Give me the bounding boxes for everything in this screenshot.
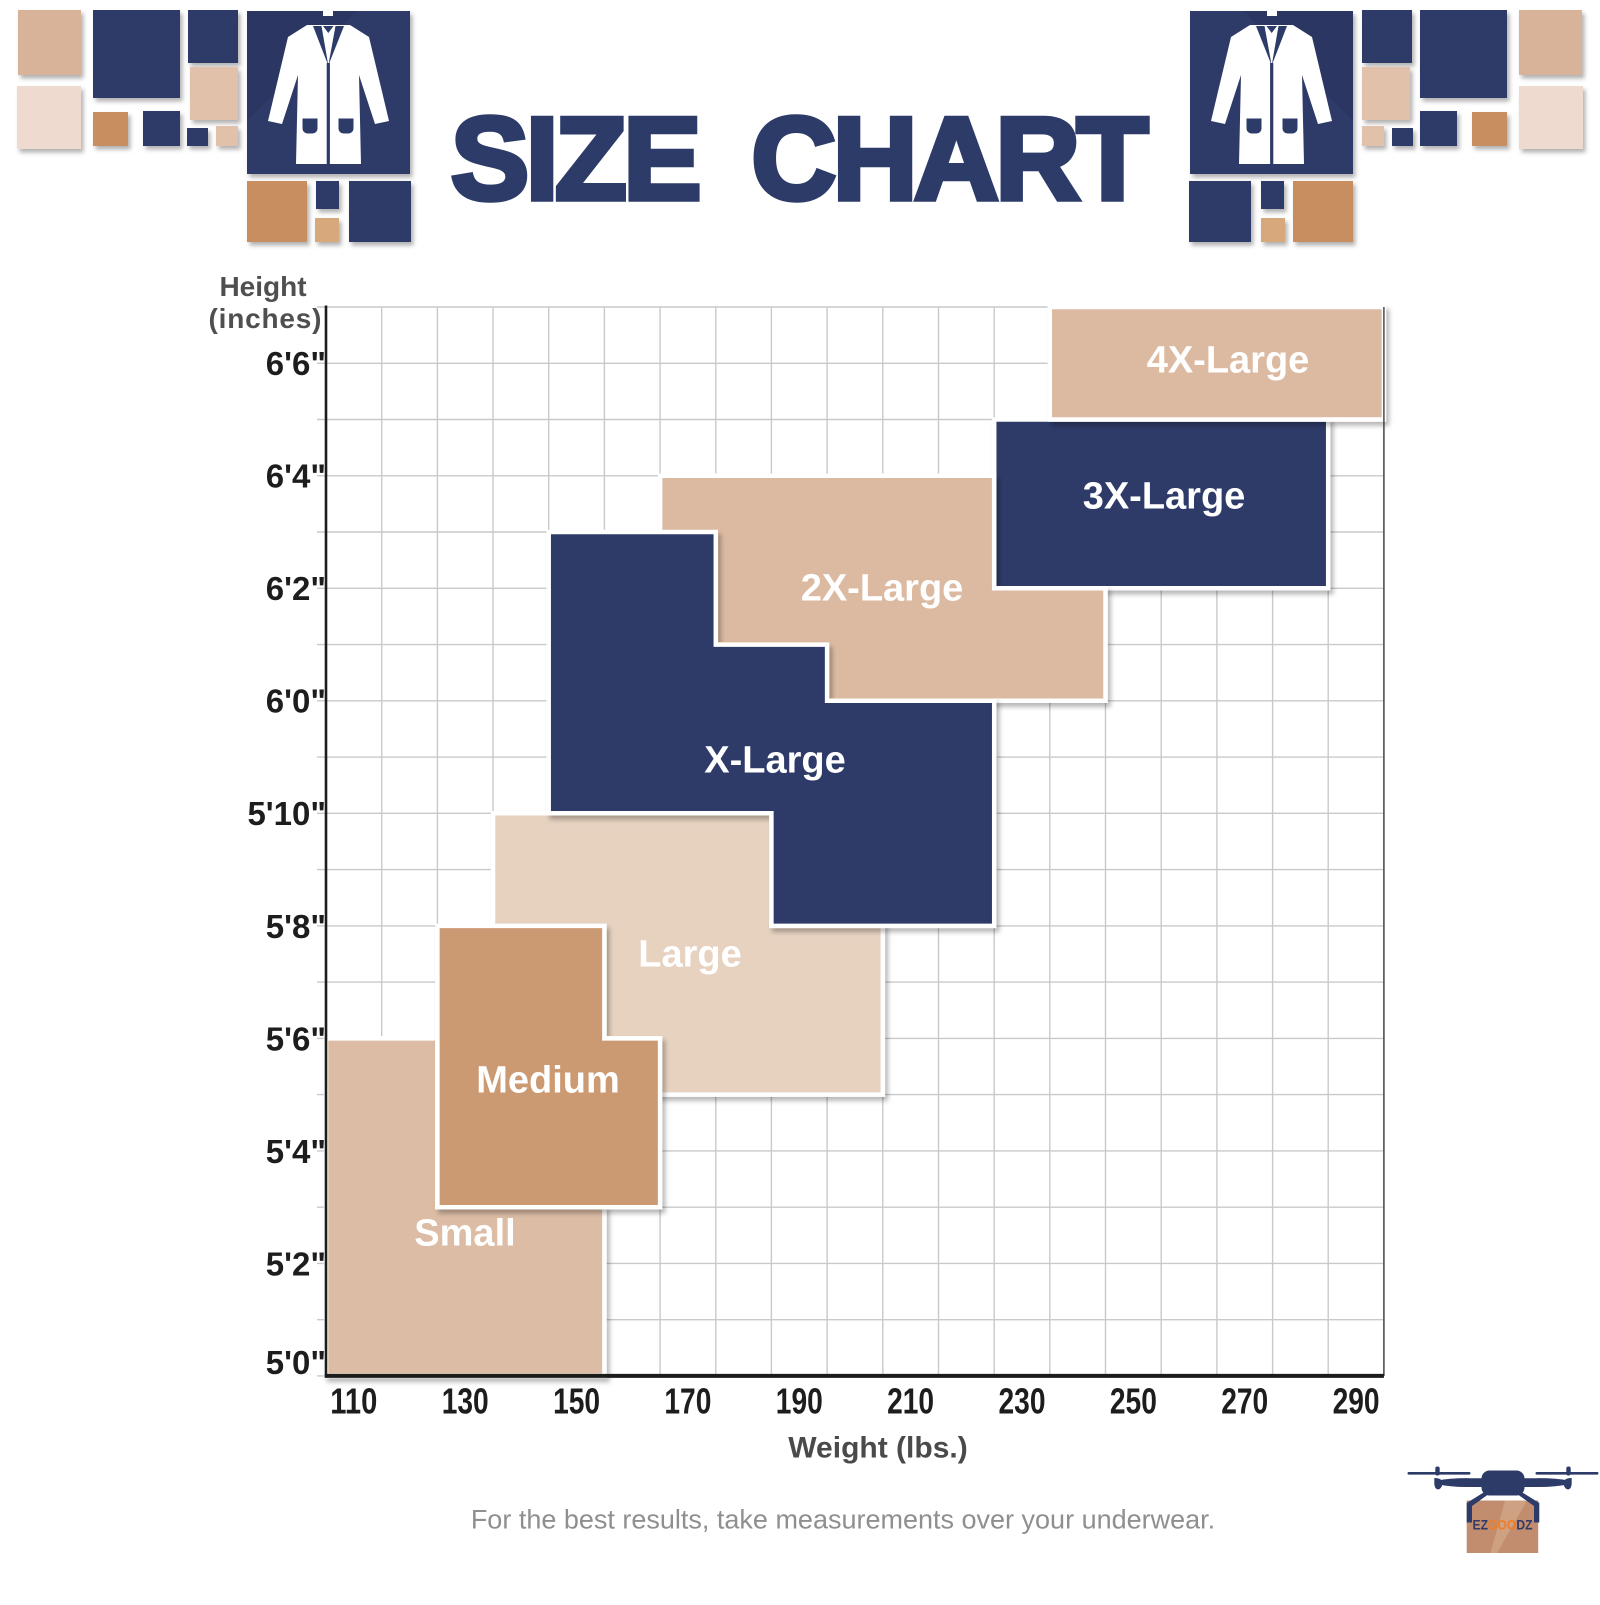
svg-text:Small: Small — [414, 1213, 515, 1255]
svg-text:5'2": 5'2" — [266, 1245, 326, 1282]
svg-text:5'0": 5'0" — [266, 1344, 326, 1381]
svg-text:130: 130 — [442, 1381, 489, 1422]
svg-text:X-Large: X-Large — [704, 740, 845, 782]
svg-text:EZGOODZ: EZGOODZ — [1473, 1518, 1533, 1533]
svg-text:4X-Large: 4X-Large — [1147, 340, 1310, 382]
svg-text:Medium: Medium — [476, 1060, 620, 1102]
svg-text:250: 250 — [1110, 1381, 1157, 1422]
svg-text:6'2": 6'2" — [266, 570, 326, 607]
svg-text:(inches): (inches) — [209, 303, 322, 334]
svg-text:For the best results, take mea: For the best results, take measurements … — [471, 1505, 1215, 1535]
svg-text:6'6": 6'6" — [266, 345, 326, 382]
svg-text:5'6": 5'6" — [266, 1020, 326, 1057]
svg-text:3X-Large: 3X-Large — [1083, 476, 1246, 518]
svg-text:190: 190 — [776, 1381, 823, 1422]
svg-text:230: 230 — [999, 1381, 1046, 1422]
svg-text:270: 270 — [1221, 1381, 1268, 1422]
svg-text:6'4": 6'4" — [266, 458, 326, 495]
svg-text:150: 150 — [553, 1381, 600, 1422]
svg-text:Height: Height — [219, 271, 306, 302]
svg-text:170: 170 — [664, 1381, 711, 1422]
svg-text:5'10": 5'10" — [247, 795, 326, 832]
svg-text:5'4": 5'4" — [266, 1133, 326, 1170]
svg-text:Large: Large — [638, 934, 741, 976]
svg-text:210: 210 — [887, 1381, 934, 1422]
svg-text:Weight (lbs.): Weight (lbs.) — [788, 1432, 967, 1465]
svg-text:110: 110 — [330, 1381, 377, 1422]
svg-text:6'0": 6'0" — [266, 683, 326, 720]
svg-text:290: 290 — [1333, 1381, 1380, 1422]
svg-text:2X-Large: 2X-Large — [801, 568, 964, 610]
svg-text:SIZE CHART: SIZE CHART — [451, 93, 1148, 224]
svg-text:5'8": 5'8" — [266, 908, 326, 945]
